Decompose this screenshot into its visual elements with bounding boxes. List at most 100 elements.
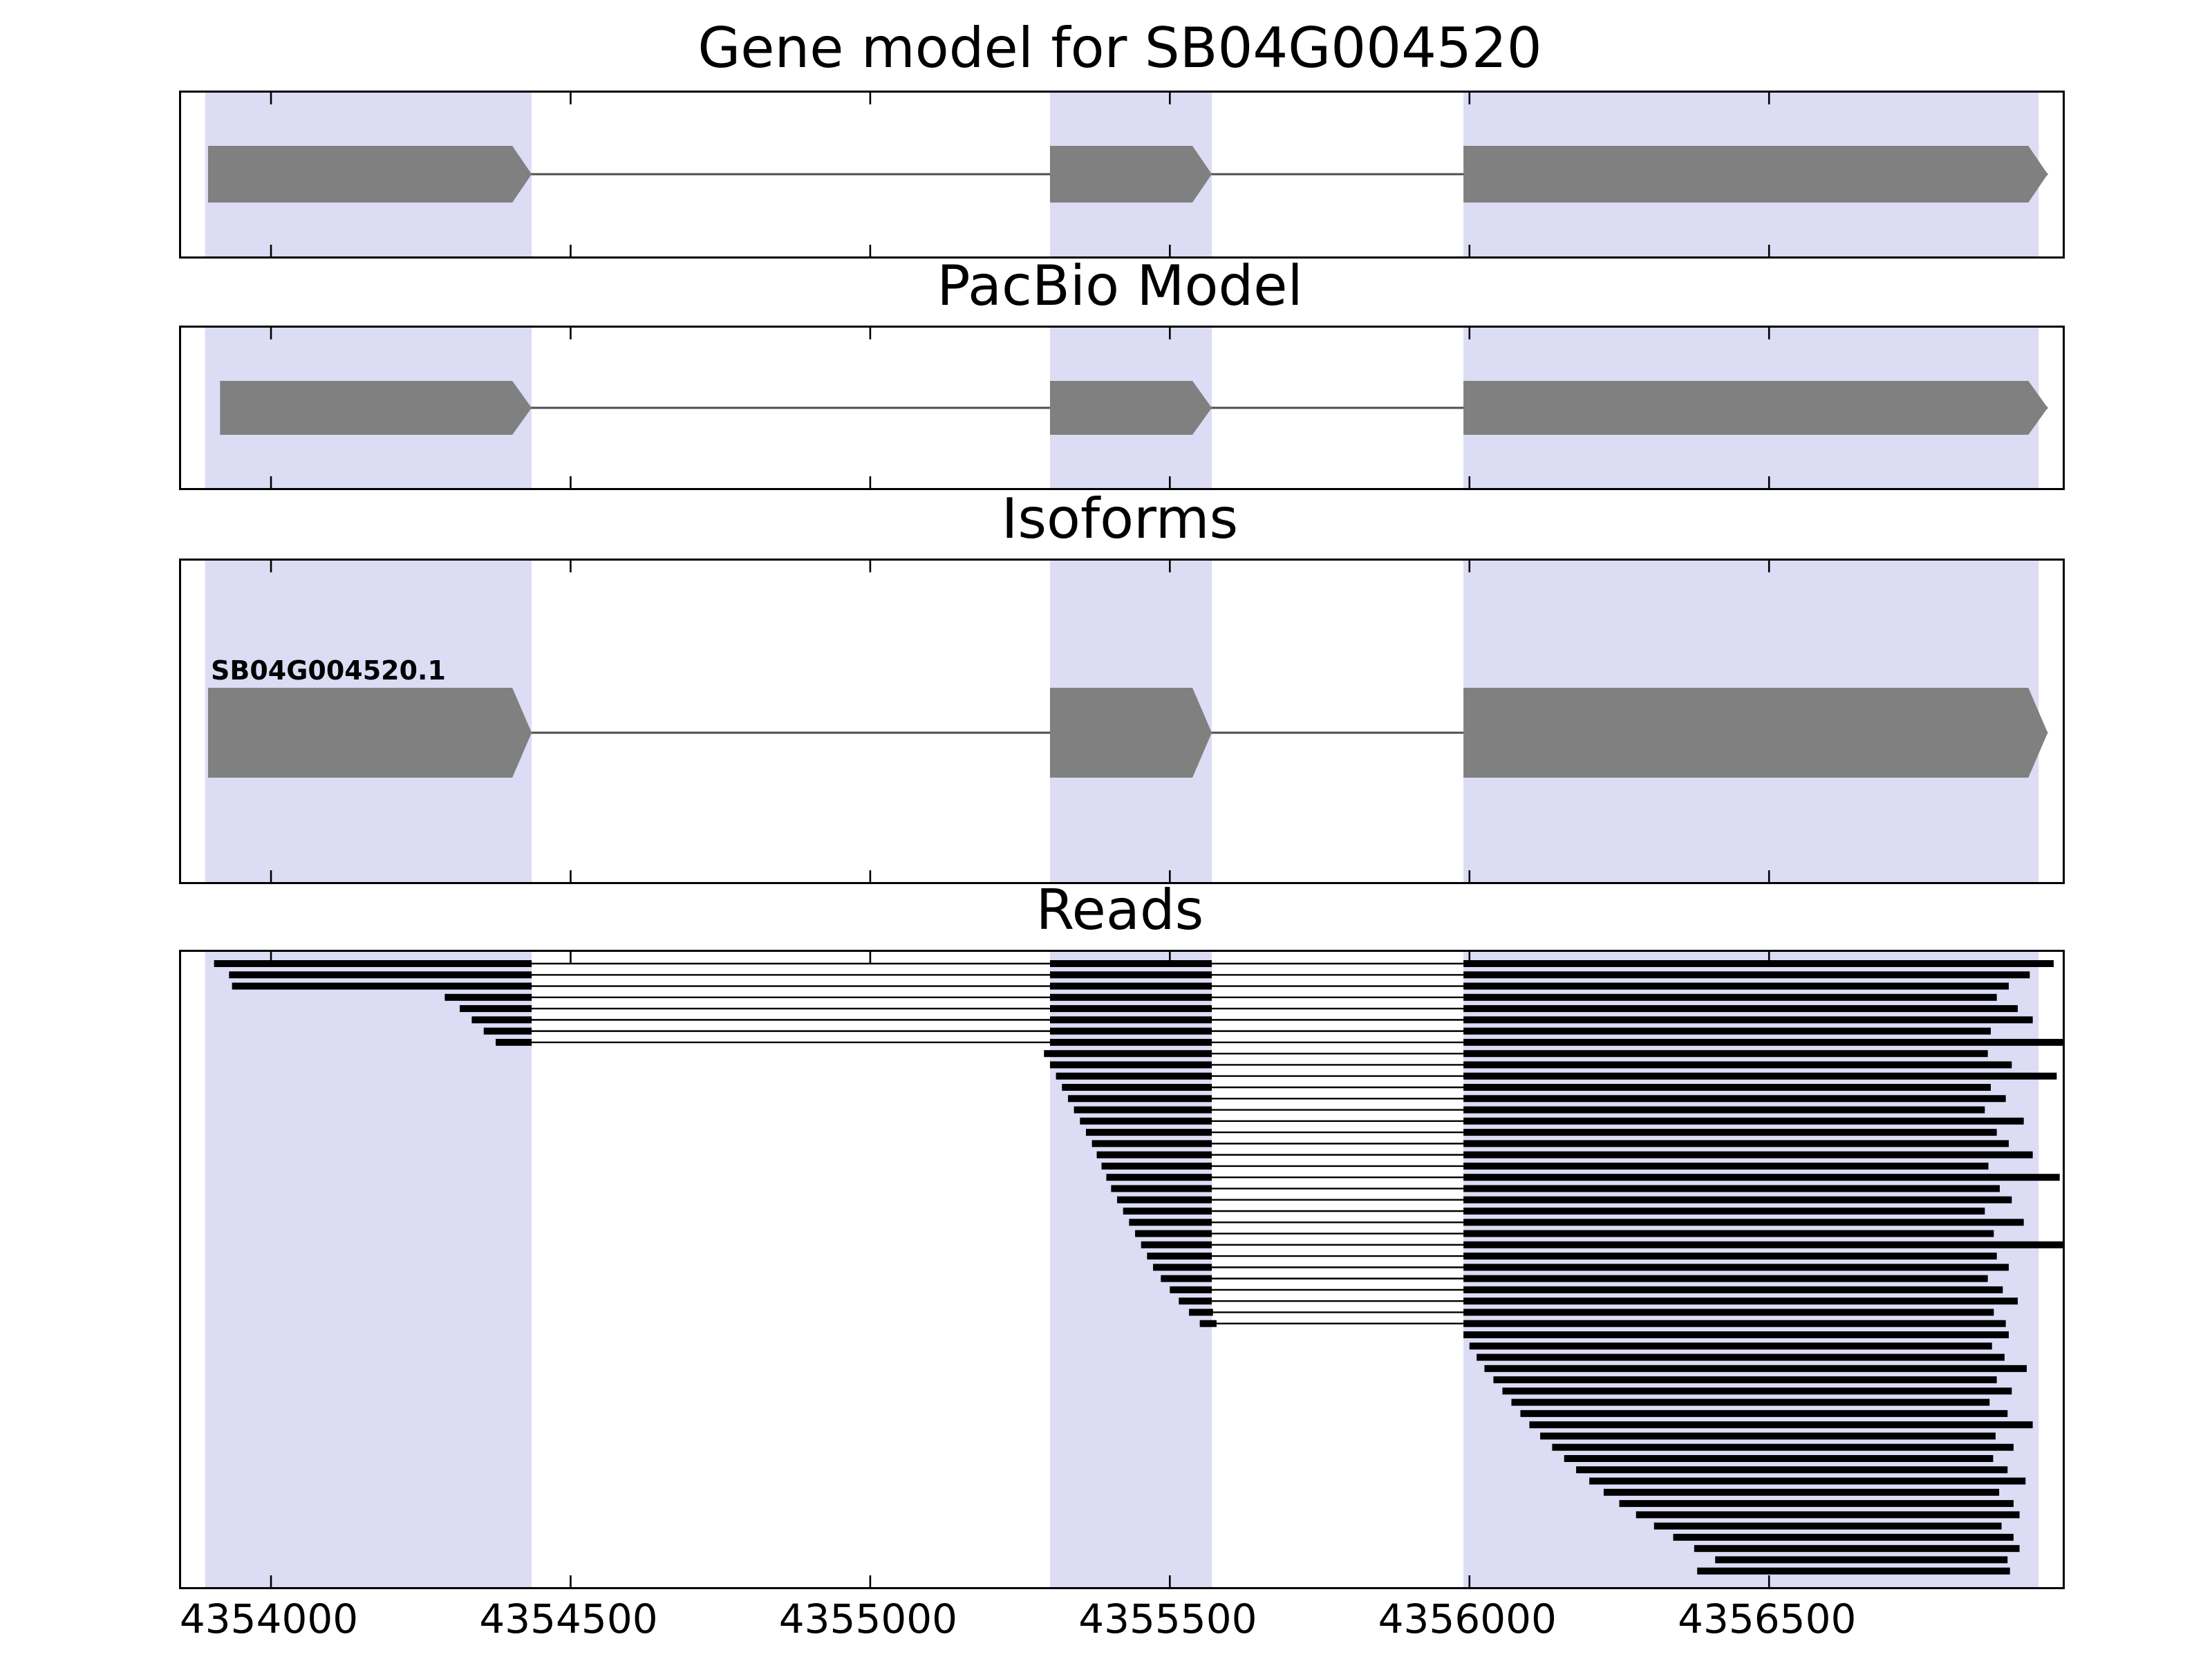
read-segment: [1123, 1208, 1212, 1215]
read-segment: [1129, 1219, 1212, 1226]
read-segment: [1463, 1129, 1997, 1136]
exon-arrow: [1463, 381, 2048, 435]
read-segment: [1161, 1275, 1212, 1282]
read-segment: [1463, 1072, 2057, 1080]
read-segment: [214, 960, 532, 967]
read-segment: [1049, 1005, 1212, 1013]
read-segment: [1147, 1253, 1212, 1260]
read-segment: [471, 1016, 532, 1024]
exon-arrow: [208, 688, 532, 778]
x-tick-label: 4356500: [1678, 1595, 1857, 1642]
read-segment: [1189, 1309, 1213, 1316]
read-segment: [1463, 1117, 2024, 1125]
read-segment: [1694, 1545, 2020, 1553]
read-segment: [1096, 1151, 1212, 1159]
read-segment: [1673, 1533, 2014, 1541]
gene-model-track-plot: [179, 91, 2065, 259]
read-segment: [1520, 1409, 2008, 1417]
x-tick-label: 4355000: [778, 1595, 958, 1642]
exon-arrow: [1463, 688, 2048, 778]
read-segment: [1463, 1084, 1991, 1091]
read-segment: [1463, 971, 2030, 979]
read-segment: [1141, 1241, 1212, 1248]
read-segment: [1074, 1106, 1212, 1114]
read-segment: [1493, 1376, 1997, 1384]
read-segment: [1502, 1387, 2012, 1395]
read-segment: [1463, 1297, 2018, 1305]
read-segment: [1463, 1174, 2060, 1181]
read-segment: [1463, 1038, 2063, 1046]
read-segment: [1085, 1129, 1212, 1136]
read-segment: [1049, 971, 1212, 979]
read-segment: [1067, 1095, 1212, 1103]
read-segment: [1179, 1297, 1212, 1305]
isoform-label: SB04G004520.1: [211, 655, 446, 686]
reads-title: Reads: [1035, 878, 1204, 942]
isoforms-track-plot: SB04G004520.1: [179, 559, 2065, 884]
read-segment: [1170, 1286, 1212, 1293]
read-segment: [1463, 1331, 2009, 1338]
read-segment: [1463, 1151, 2033, 1159]
exon-arrow: [1049, 688, 1212, 778]
read-segment: [1463, 1005, 2018, 1013]
read-segment: [1049, 1027, 1212, 1035]
x-axis-tick-labels: 4354000 4354500 4355000 4355500 4356000 43565…: [0, 1595, 2212, 1644]
read-segment: [1697, 1567, 2010, 1575]
read-segment: [1044, 1050, 1212, 1058]
read-segment: [1463, 1061, 2012, 1069]
read-segment: [1635, 1511, 2020, 1519]
read-segment: [1469, 1342, 1992, 1350]
read-segment: [1463, 982, 2009, 990]
read-segment: [1603, 1488, 2000, 1496]
pacbio-title: PacBio Model: [937, 254, 1303, 318]
read-segment: [229, 971, 532, 979]
read-segment: [1477, 1353, 2005, 1361]
x-tick-label: 4355500: [1078, 1595, 1257, 1642]
read-segment: [1529, 1421, 2033, 1429]
read-segment: [1463, 1016, 2033, 1024]
read-segment: [1463, 1219, 2024, 1226]
read-segment: [1463, 1196, 2012, 1203]
read-segment: [1463, 1253, 1997, 1260]
read-segment: [1589, 1477, 2026, 1485]
read-segment: [1056, 1072, 1212, 1080]
x-tick-label: 4354000: [179, 1595, 359, 1642]
gene-model-title: Gene model for SB04G004520: [697, 16, 1542, 80]
read-segment: [1715, 1556, 2008, 1564]
read-segment: [496, 1038, 532, 1046]
read-segment: [1463, 1230, 1994, 1237]
read-segment: [1135, 1230, 1212, 1237]
read-segment: [1463, 1320, 2006, 1327]
read-segment: [1463, 1050, 1988, 1058]
read-segment: [1463, 1106, 1985, 1114]
read-segment: [1540, 1432, 1996, 1440]
read-segment: [1484, 1365, 2027, 1372]
read-segment: [1463, 1241, 2063, 1248]
read-segment: [483, 1027, 532, 1035]
read-segment: [1619, 1500, 2014, 1508]
read-segment: [1463, 960, 2054, 967]
reads-track-plot: [179, 950, 2065, 1589]
read-segment: [1091, 1140, 1212, 1147]
read-segment: [1463, 1095, 2006, 1103]
read-segment: [1653, 1522, 2002, 1530]
read-segment: [1463, 1309, 1994, 1316]
read-segment: [1062, 1084, 1212, 1091]
exon-arrow: [1463, 146, 2048, 203]
x-tick-label: 4356000: [1378, 1595, 1557, 1642]
exon-arrow: [1049, 381, 1212, 435]
read-segment: [1049, 982, 1212, 990]
read-segment: [1463, 1275, 1988, 1282]
read-segment: [1106, 1174, 1212, 1181]
read-segment: [1117, 1196, 1212, 1203]
read-segment: [1552, 1443, 2014, 1451]
read-segment: [1111, 1185, 1212, 1192]
read-segment: [1049, 1016, 1212, 1024]
read-segment: [1049, 1061, 1212, 1069]
read-segment: [1463, 1140, 2009, 1147]
read-segment: [1153, 1264, 1212, 1271]
read-segment: [1101, 1162, 1212, 1170]
read-segment: [1463, 1208, 1985, 1215]
read-segment: [1576, 1466, 2008, 1474]
